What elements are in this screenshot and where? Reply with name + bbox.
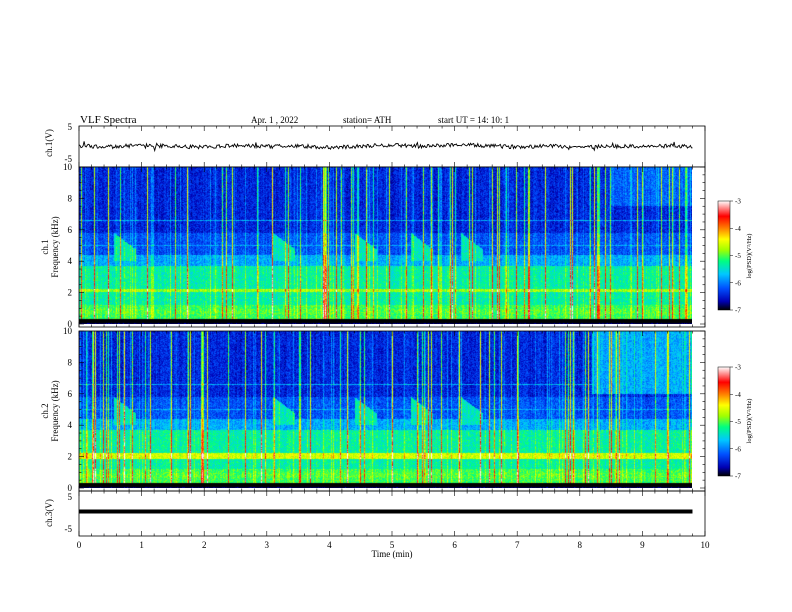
- y-tick-label: 6: [68, 389, 73, 399]
- ch1-ytick-top: 5: [68, 122, 73, 132]
- colorbar-tick-label: -4: [735, 225, 741, 233]
- colorbar-tick-label: -4: [735, 391, 741, 399]
- colorbar-tick-label: -7: [735, 473, 741, 481]
- x-axis-label: Time (min): [372, 549, 413, 559]
- x-tick-label: 3: [265, 540, 270, 550]
- ch1-colorbar: -3 -4 -5 -6 -7 log(PSD)(V²/Hz): [717, 198, 753, 315]
- ch1-spectrogram-ylabel-top: ch.1: [40, 239, 50, 254]
- figure-title: VLF Spectra: [80, 114, 137, 126]
- ch1-spectrogram-image: [79, 167, 692, 324]
- start-ut-label: start UT = 14: 10: 1: [438, 115, 509, 125]
- colorbar-tick-label: -3: [735, 198, 741, 206]
- x-tick-label: 8: [578, 540, 583, 550]
- y-tick-label: 4: [68, 256, 73, 266]
- y-tick-label: 10: [63, 326, 73, 336]
- y-tick-label: 4: [68, 420, 73, 430]
- y-tick-label: 0: [68, 483, 73, 493]
- ch3-ytick-top: 5: [68, 492, 73, 502]
- colorbar-tick-label: -6: [735, 279, 741, 287]
- ch1-spectrogram-panel: 0 2 4 6 8 10 ch.1 Frequency (kHz): [40, 162, 706, 329]
- x-tick-label: 2: [202, 540, 207, 550]
- ch2-spectrogram-ylabel-bottom: Frequency (kHz): [50, 380, 60, 441]
- ch1-waveform-panel: 5 -5 ch.1(V): [44, 122, 706, 168]
- colorbar-tick-label: -7: [735, 307, 741, 315]
- y-tick-label: 2: [68, 452, 73, 462]
- y-tick-label: 2: [68, 288, 73, 298]
- ch2-colorbar-label: log(PSD)(V²/Hz): [746, 399, 753, 444]
- colorbar-tick-label: -3: [735, 364, 741, 372]
- ch2-colorbar-bar: [717, 366, 731, 477]
- y-tick-label: 10: [63, 162, 73, 172]
- ch1-colorbar-label: log(PSD)(V²/Hz): [746, 234, 753, 279]
- y-tick-label: 6: [68, 225, 73, 235]
- date-label: Apr. 1 , 2022: [251, 115, 298, 125]
- station-label: station= ATH: [343, 115, 392, 125]
- y-tick-label: 0: [68, 319, 73, 329]
- x-tick-label: 5: [390, 540, 395, 550]
- ch3-ytick-bottom: -5: [65, 524, 73, 534]
- ch3-waveform-panel: 5 -5 ch.3(V): [44, 490, 706, 537]
- ch1-ytick-bottom: -5: [65, 154, 73, 164]
- ch2-spectrogram-ylabel-top: ch.2: [40, 403, 50, 418]
- colorbar-tick-label: -5: [735, 252, 741, 260]
- ch2-spectrogram-panel: 0 2 4 6 8 10 ch.2 Frequency (kHz): [40, 326, 706, 493]
- colorbar-tick-label: -6: [735, 445, 741, 453]
- x-tick-label: 7: [515, 540, 520, 550]
- x-axis-tick-labels: 0 1 2 3 4 5 6 7 8 9 10: [77, 540, 710, 550]
- ch1-waveform-ylabel: ch.1(V): [44, 129, 54, 157]
- ch2-colorbar: -3 -4 -5 -6 -7 log(PSD)(V²/Hz): [717, 364, 753, 481]
- x-tick-label: 9: [640, 540, 645, 550]
- ch2-spectrogram-image: [79, 331, 692, 488]
- x-tick-label: 4: [327, 540, 332, 550]
- x-tick-label: 10: [701, 540, 711, 550]
- ch1-waveform-line: [78, 141, 693, 153]
- ch1-colorbar-bar: [717, 200, 731, 311]
- ch3-waveform-ylabel: ch.3(V): [44, 499, 54, 527]
- x-tick-label: 6: [452, 540, 457, 550]
- colorbar-tick-label: -5: [735, 418, 741, 426]
- x-tick-label: 0: [77, 540, 82, 550]
- ch1-spectrogram-ylabel-bottom: Frequency (kHz): [50, 216, 60, 277]
- y-tick-label: 8: [68, 357, 73, 367]
- y-tick-label: 8: [68, 193, 73, 203]
- x-tick-label: 1: [139, 540, 144, 550]
